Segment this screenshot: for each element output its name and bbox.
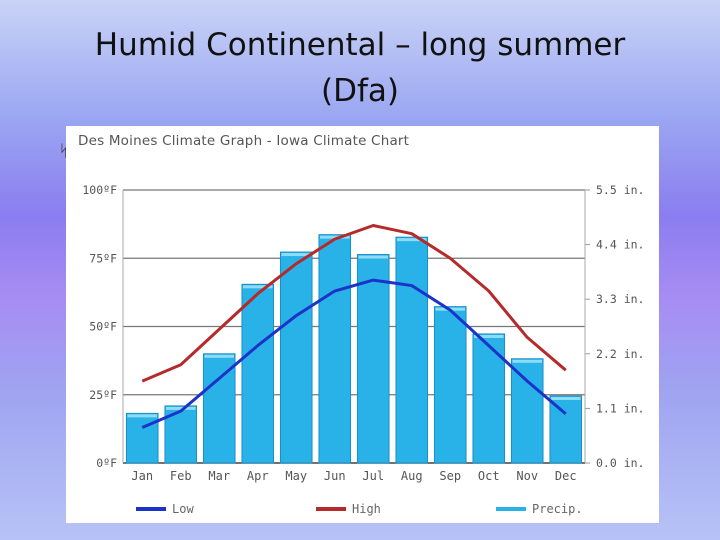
- slide-title: Humid Continental – long summer (Dfa): [0, 22, 720, 114]
- chart-title: Des Moines Climate Graph - Iowa Climate …: [78, 133, 410, 149]
- stray-mark: ᛋ: [59, 143, 69, 160]
- precip-bar: [279, 251, 313, 464]
- left-axis-tick-label: 50ºF: [89, 320, 117, 334]
- precip-bar-highlight: [319, 235, 350, 239]
- precip-bar-highlight: [473, 334, 504, 338]
- precip-bar-highlight: [396, 238, 427, 242]
- right-axis-tick-label: 2.2 in.: [596, 347, 644, 361]
- precip-bar-highlight: [165, 406, 196, 410]
- x-axis-tick-label: Oct: [478, 469, 500, 483]
- right-axis-tick-label: 1.1 in.: [596, 401, 644, 415]
- climate-chart-panel: Des Moines Climate Graph - Iowa Climate …: [66, 126, 659, 523]
- precip-bar-highlight: [550, 396, 581, 400]
- precip-bar: [125, 412, 159, 464]
- x-axis-tick-label: Jun: [324, 469, 346, 483]
- slide-title-line-2: (Dfa): [321, 73, 399, 109]
- precip-bar: [472, 333, 506, 464]
- right-axis-tick-label: 5.5 in.: [596, 183, 644, 197]
- precip-bar-highlight: [281, 253, 312, 257]
- left-axis-tick-label: 100ºF: [82, 183, 117, 197]
- legend-swatch-high: [316, 507, 346, 511]
- x-axis-tick-label: Sep: [439, 469, 461, 483]
- precip-bar: [395, 236, 429, 464]
- right-axis-tick-label: 0.0 in.: [596, 456, 644, 470]
- precip-bar: [318, 234, 352, 464]
- precip-bar: [241, 283, 275, 464]
- x-axis-tick-label: Apr: [247, 469, 269, 483]
- legend-label: Low: [172, 502, 194, 516]
- precip-bar: [202, 353, 236, 464]
- left-axis-tick-label: 0ºF: [96, 456, 117, 470]
- high-temperature-line: [141, 223, 567, 383]
- x-axis-tick-label: May: [285, 469, 307, 483]
- x-axis-tick-label: Nov: [516, 469, 538, 483]
- x-axis-tick-label: Feb: [170, 469, 192, 483]
- precip-bar: [510, 358, 544, 464]
- right-axis-tick-label: 4.4 in.: [596, 238, 644, 252]
- x-axis-tick-label: Dec: [555, 469, 577, 483]
- x-axis-tick-label: Jan: [131, 469, 153, 483]
- precip-bar: [356, 254, 390, 464]
- left-axis-tick-label: 25ºF: [89, 388, 117, 402]
- precip-bar: [433, 306, 467, 464]
- precip-bar-highlight: [358, 255, 389, 259]
- precip-bar-highlight: [127, 414, 158, 418]
- precip-bar-highlight: [204, 354, 235, 358]
- precip-bar-highlight: [512, 359, 543, 363]
- slide-title-line-1: Humid Continental – long summer: [94, 27, 626, 63]
- legend-label: High: [352, 502, 381, 516]
- legend-swatch-low: [136, 507, 166, 511]
- x-axis-tick-label: Aug: [401, 469, 423, 483]
- climate-chart: 0ºF 25ºF 50ºF 75ºF 100ºF 0.0 in. 1.1 in. 2.2 in…: [82, 183, 644, 516]
- low-temperature-line: [141, 278, 567, 429]
- legend-swatch-precip: [496, 507, 526, 511]
- precip-bar-highlight: [242, 285, 273, 289]
- x-axis-tick-label: Mar: [208, 469, 230, 483]
- precip-bar: [549, 395, 583, 464]
- x-axis-tick-label: Jul: [362, 469, 384, 483]
- legend-label: Precip.: [532, 502, 583, 516]
- right-axis-tick-label: 3.3 in.: [596, 292, 644, 306]
- left-axis-tick-label: 75ºF: [89, 251, 117, 265]
